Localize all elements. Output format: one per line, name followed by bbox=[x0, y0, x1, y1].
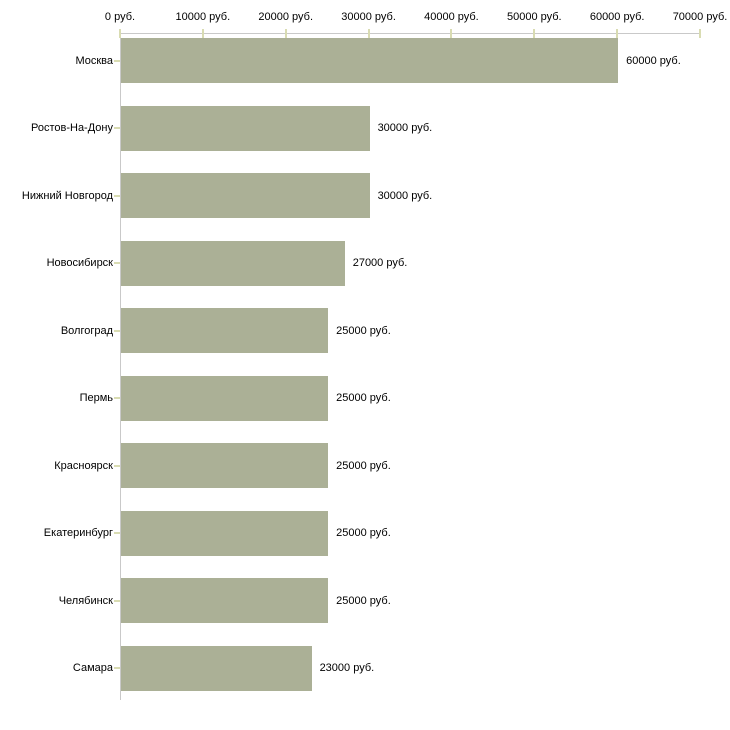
value-label: 25000 руб. bbox=[336, 392, 391, 404]
value-label: 25000 руб. bbox=[336, 324, 391, 337]
x-axis-tick-mark bbox=[533, 29, 536, 38]
bar bbox=[121, 645, 312, 691]
x-axis-tick-mark bbox=[119, 29, 121, 38]
x-axis-tick-label: 60000 руб. bbox=[589, 11, 645, 23]
y-axis-tick-mark bbox=[114, 194, 120, 197]
value-label: 60000 руб. bbox=[626, 54, 681, 67]
bar bbox=[121, 240, 345, 286]
x-axis-tick-mark bbox=[201, 29, 204, 38]
bar bbox=[121, 510, 329, 556]
y-axis-tick-mark bbox=[114, 262, 120, 264]
y-axis-tick-mark bbox=[114, 667, 120, 669]
x-axis-tick-label: 70000 руб. bbox=[672, 11, 728, 23]
x-axis-tick-mark bbox=[450, 29, 453, 38]
x-axis-tick-mark bbox=[699, 29, 701, 38]
x-axis-tick-label: 20000 руб. bbox=[258, 11, 314, 23]
value-label: 25000 руб. bbox=[336, 594, 391, 607]
bar bbox=[121, 443, 329, 488]
x-axis-tick-mark bbox=[367, 29, 370, 38]
value-label: 30000 руб. bbox=[377, 122, 433, 134]
bar bbox=[121, 105, 370, 151]
category-label: Нижний Новгород bbox=[21, 189, 113, 202]
y-axis-line bbox=[120, 33, 121, 700]
value-label: 25000 руб. bbox=[336, 527, 391, 539]
category-label: Самара bbox=[72, 662, 113, 674]
category-label: Екатеринбург bbox=[43, 527, 113, 539]
x-axis-tick-mark bbox=[616, 29, 619, 38]
category-label: Ростов-На-Дону bbox=[30, 122, 113, 134]
category-label: Пермь bbox=[79, 392, 113, 404]
y-axis-tick-mark bbox=[114, 329, 120, 332]
value-label: 30000 руб. bbox=[377, 189, 433, 202]
x-axis-tick-label: 50000 руб. bbox=[506, 11, 562, 23]
y-axis-tick-mark bbox=[114, 464, 120, 467]
bar bbox=[121, 578, 329, 623]
y-axis-tick-mark bbox=[114, 532, 120, 534]
bar bbox=[121, 375, 329, 421]
x-axis-tick-label: 40000 руб. bbox=[424, 11, 479, 23]
category-label: Волгоград bbox=[60, 324, 113, 337]
category-label: Москва bbox=[75, 54, 113, 67]
value-label: 23000 руб. bbox=[319, 662, 375, 674]
bar bbox=[121, 38, 619, 83]
y-axis-tick-mark bbox=[114, 397, 120, 399]
y-axis-tick-mark bbox=[114, 127, 120, 129]
x-axis-line bbox=[120, 33, 701, 34]
category-label: Красноярск bbox=[54, 459, 113, 472]
value-label: 25000 руб. bbox=[336, 459, 391, 472]
category-label: Челябинск bbox=[58, 594, 113, 607]
x-axis-tick-label: 30000 руб. bbox=[341, 11, 396, 23]
value-label: 27000 руб. bbox=[352, 257, 408, 269]
x-axis-tick-mark bbox=[284, 29, 287, 38]
x-axis-tick-label: 10000 руб. bbox=[175, 11, 231, 23]
category-label: Новосибирск bbox=[46, 257, 113, 269]
bar bbox=[121, 308, 329, 353]
x-axis-tick-label: 0 руб. bbox=[104, 11, 136, 23]
bar bbox=[121, 173, 370, 218]
y-axis-tick-mark bbox=[114, 59, 120, 62]
y-axis-tick-mark bbox=[114, 599, 120, 602]
